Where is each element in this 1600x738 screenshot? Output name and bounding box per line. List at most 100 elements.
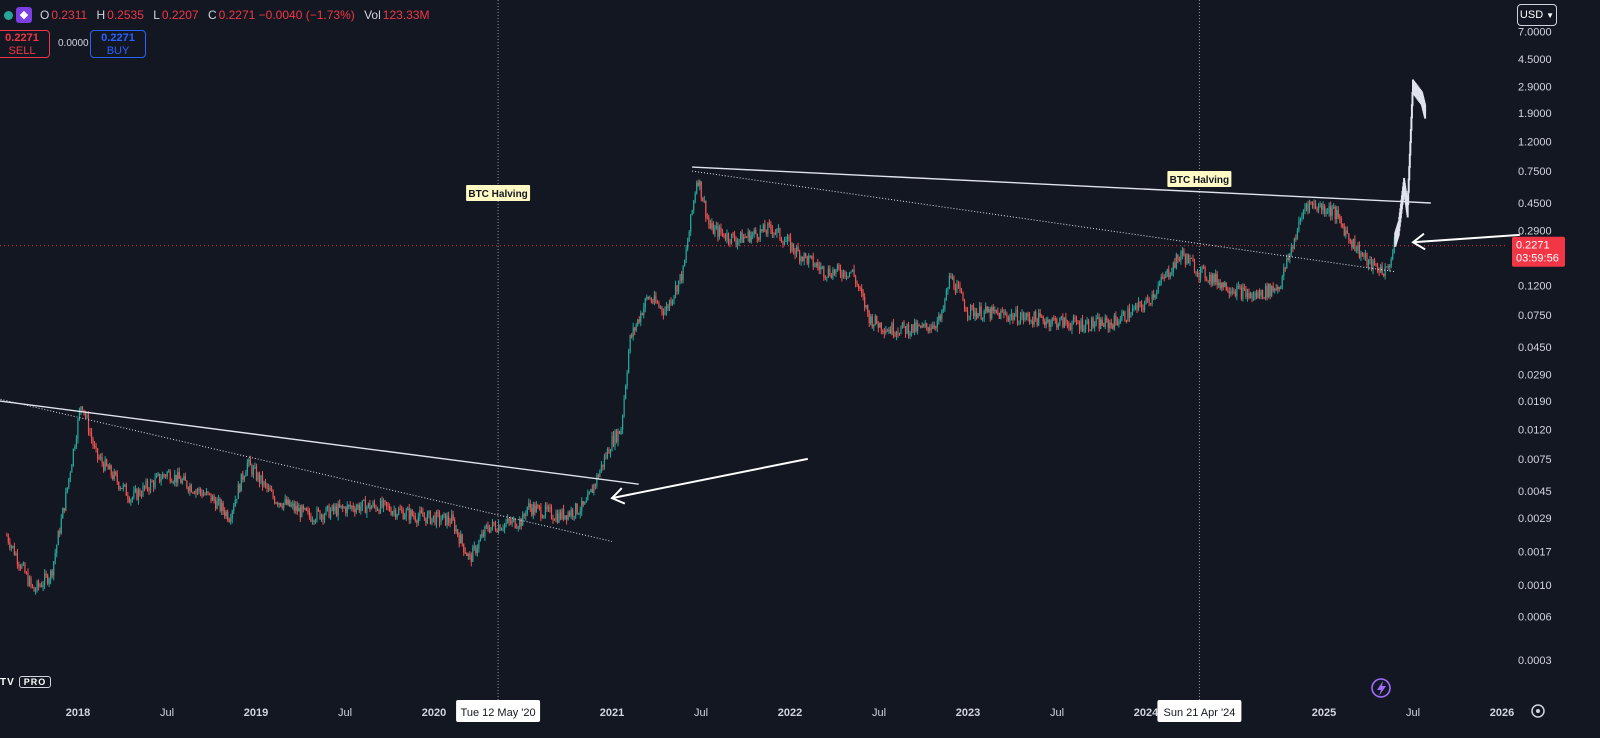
candle-body	[643, 307, 645, 315]
candle-body	[786, 237, 789, 242]
candle-body	[986, 306, 988, 313]
candle-body	[139, 490, 141, 496]
candle-body	[192, 492, 194, 494]
candle-body	[473, 546, 475, 548]
candle-body	[684, 260, 686, 267]
candle-body	[711, 223, 713, 229]
candle-body	[1151, 294, 1153, 304]
settings-gear-icon[interactable]	[1531, 704, 1545, 718]
candle-body	[959, 285, 961, 291]
candle-body	[140, 495, 143, 497]
candle-body	[178, 472, 180, 479]
candle-body	[319, 510, 321, 519]
candle-body	[6, 535, 8, 537]
candle-body	[274, 497, 276, 504]
candle-body	[470, 554, 472, 562]
candle-body	[502, 528, 504, 530]
candle-body	[1106, 317, 1108, 321]
candle-body	[1293, 238, 1295, 249]
candle-body	[438, 513, 441, 523]
candle-body	[558, 512, 560, 523]
price-axis-tick: 2.9000	[1518, 82, 1552, 94]
candle-body	[384, 500, 386, 502]
candle-body	[956, 284, 958, 293]
candle-body	[1171, 272, 1173, 276]
candle-body	[216, 501, 218, 509]
candle-body	[463, 543, 465, 552]
halving-label: BTC Halving	[468, 189, 527, 200]
candle-body	[1215, 273, 1217, 283]
candle-body	[12, 545, 14, 547]
lightning-assistant-icon[interactable]	[1371, 678, 1391, 698]
candle-body	[914, 322, 916, 332]
buy-button[interactable]: 0.2271 BUY	[90, 30, 146, 58]
candle-body	[1156, 292, 1158, 295]
candle-body	[576, 503, 578, 514]
candle-body	[526, 506, 528, 514]
candle-body	[1166, 269, 1168, 273]
candle-body	[811, 255, 813, 257]
candle-body	[385, 501, 388, 506]
chevron-down-icon: ▼	[1546, 10, 1555, 20]
sell-button[interactable]: 0.2271 SELL	[0, 30, 50, 58]
candle-body	[997, 312, 999, 314]
candle-body	[213, 496, 215, 501]
candle-body	[72, 448, 74, 465]
candle-body	[18, 563, 20, 567]
currency-select[interactable]: USD ▼	[1517, 4, 1557, 26]
candle-body	[169, 471, 171, 482]
candle-body	[511, 519, 513, 524]
candle-body	[1221, 282, 1223, 289]
candle-body	[469, 554, 471, 556]
crosshair-date-box	[456, 700, 541, 722]
candle-body	[307, 510, 309, 512]
candle-body	[920, 325, 922, 328]
candle-body	[90, 432, 93, 440]
candle-body	[1212, 274, 1214, 284]
candle-body	[1169, 275, 1171, 277]
candle-body	[1268, 283, 1270, 297]
candle-body	[1252, 296, 1255, 299]
candle-body	[800, 256, 802, 262]
candle-body	[1022, 313, 1025, 320]
open-value: 0.2311	[51, 8, 88, 22]
candle-body	[381, 500, 383, 508]
candle-body	[293, 503, 295, 511]
candle-body	[1340, 218, 1342, 224]
candle-body	[457, 529, 459, 536]
candle-body	[932, 325, 934, 329]
candle-body	[127, 495, 129, 499]
candle-body	[491, 521, 494, 528]
gear-hub	[1536, 709, 1540, 713]
candle-body	[888, 329, 890, 332]
candle-body	[396, 514, 398, 518]
candle-body	[1230, 291, 1232, 294]
candle-body	[532, 504, 534, 515]
candle-body	[634, 327, 636, 331]
candle-body	[435, 511, 438, 525]
brand-tier: PRO	[18, 676, 52, 688]
candle-body	[59, 531, 61, 534]
time-axis-tick: 2018	[66, 707, 90, 719]
candle-body	[942, 309, 944, 311]
candle-body	[1316, 208, 1318, 211]
spread-value: 0.0000	[58, 38, 89, 49]
candle-body	[727, 233, 730, 242]
symbol-badge[interactable]: ◆	[4, 7, 32, 23]
candle-body	[838, 264, 840, 269]
candle-body	[552, 518, 554, 520]
candle-body	[326, 505, 329, 508]
candle-body	[451, 514, 453, 524]
candle-body	[163, 474, 165, 476]
candle-body	[1304, 208, 1306, 211]
candle-body	[765, 231, 767, 234]
low-key: L	[153, 8, 160, 22]
candle-body	[47, 575, 49, 584]
candle-body	[143, 485, 146, 488]
candle-body	[1272, 286, 1274, 291]
price-axis-tick: 1.9000	[1518, 108, 1552, 120]
candle-body	[134, 489, 137, 492]
candle-body	[295, 505, 297, 511]
candle-body	[86, 415, 88, 417]
